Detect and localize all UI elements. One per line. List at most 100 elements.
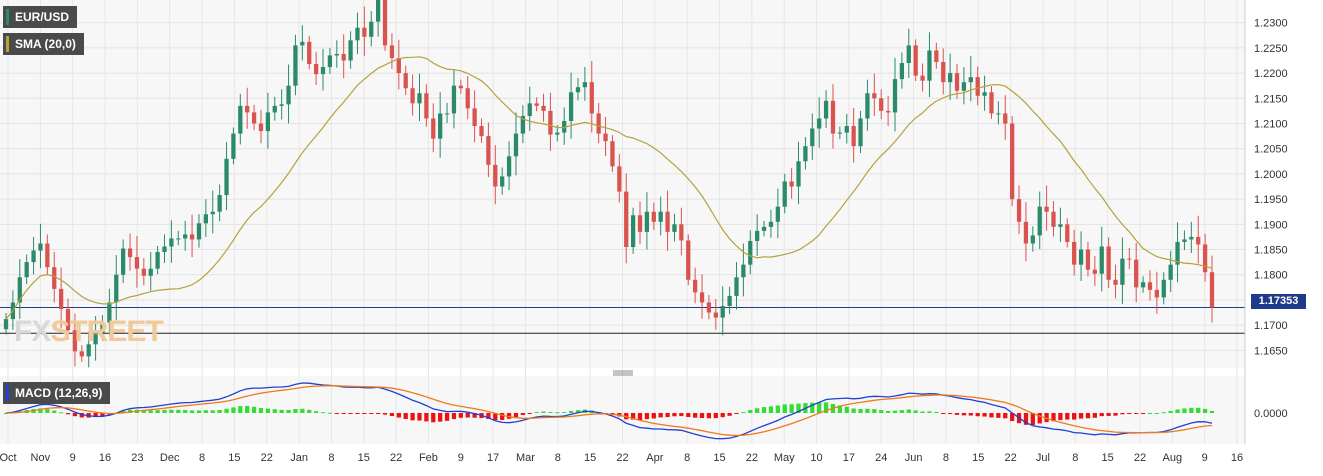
candle-body — [93, 334, 98, 345]
candle-body — [382, 0, 388, 46]
candle-body — [431, 118, 436, 139]
candle-body — [45, 243, 50, 268]
candle-body — [183, 234, 188, 239]
macd-histogram-bar — [58, 412, 64, 414]
macd-histogram-bar — [1051, 413, 1056, 422]
macd-histogram-bar — [465, 413, 470, 418]
candle-body — [86, 344, 91, 357]
current-price-badge: 1.17353 — [1251, 294, 1306, 309]
macd-label: MACD (12,26,9) — [15, 386, 103, 400]
macd-histogram-bar — [293, 409, 298, 413]
candle-body — [699, 292, 705, 303]
macd-legend[interactable]: MACD (12,26,9) — [3, 382, 111, 404]
candle-body — [982, 92, 987, 96]
candle-body — [417, 93, 422, 104]
candle-body — [596, 113, 601, 134]
macd-histogram-bar — [1127, 413, 1132, 414]
candle-body — [906, 45, 911, 64]
macd-histogram-bar — [768, 406, 774, 413]
candle-body — [589, 82, 594, 114]
candle-body — [865, 93, 870, 119]
candle-body — [1140, 282, 1146, 288]
macd-histogram-bar — [38, 408, 43, 413]
price-tick-label: 1.2200 — [1254, 68, 1288, 80]
macd-histogram-bar — [203, 410, 208, 413]
macd-histogram-bar — [396, 413, 401, 418]
time-tick-label: 8 — [555, 452, 561, 464]
time-tick-label: 17 — [843, 452, 855, 464]
time-axis: Oct Nov 9 16 23 Dec 8 15 22 Jan 8 15 22 Feb 9 17 Mar 8 15 2… — [0, 452, 1243, 464]
macd-histogram-bar — [272, 409, 277, 413]
macd-histogram-bar — [1106, 413, 1111, 416]
pane-resize-handle[interactable] — [613, 370, 633, 376]
candle-body — [17, 277, 22, 303]
candle-body — [438, 113, 443, 139]
candle-body — [562, 120, 567, 133]
candle-body — [885, 110, 891, 113]
macd-histogram-bar — [1092, 413, 1097, 418]
candle-body — [617, 166, 622, 192]
candle-body — [1016, 199, 1022, 222]
candle-body — [975, 77, 980, 96]
macd-histogram-bar — [1182, 408, 1187, 413]
macd-histogram-bar — [1209, 410, 1215, 413]
macd-histogram-bar — [1175, 409, 1180, 413]
candle-body — [775, 206, 780, 222]
candle-body — [630, 215, 636, 248]
macd-histogram-bar — [872, 409, 877, 413]
candle-body — [665, 211, 670, 232]
macd-histogram-bar — [548, 412, 553, 414]
candle-body — [582, 82, 588, 88]
macd-histogram-bar — [196, 410, 202, 413]
time-tick-label: 15 — [713, 452, 725, 464]
macd-histogram-bar — [1202, 408, 1208, 413]
candle-body — [362, 27, 367, 37]
time-tick-label: 22 — [746, 452, 758, 464]
macd-histogram-bar — [52, 410, 57, 413]
candle-body — [851, 126, 856, 147]
candle-body — [389, 45, 395, 58]
candle-body — [1154, 289, 1160, 298]
sma-legend[interactable]: SMA (20,0) — [3, 33, 84, 55]
macd-histogram-bar — [1023, 413, 1029, 425]
candle-body — [107, 302, 112, 323]
macd-histogram-bar — [823, 402, 829, 413]
candle-body — [286, 85, 291, 105]
macd-histogram-bar — [245, 405, 250, 413]
macd-histogram-bar — [651, 413, 656, 419]
candle-body — [1051, 211, 1056, 227]
macd-histogram-bar — [320, 412, 326, 414]
macd-histogram-bar — [892, 410, 898, 413]
macd-histogram-bar — [996, 413, 1001, 418]
candle-body — [644, 211, 650, 232]
candle-body — [210, 211, 215, 215]
fxstreet-watermark: FXSTREET — [14, 315, 164, 348]
price-tick-label: 1.1650 — [1254, 345, 1288, 357]
candle-body — [1044, 206, 1049, 212]
macd-histogram-bar — [885, 410, 891, 413]
macd-histogram-bar — [438, 413, 443, 422]
candle-body — [348, 40, 353, 61]
price-tick-label: 1.1700 — [1254, 320, 1288, 332]
time-tick-label: Oct — [0, 452, 17, 464]
candle-body — [1023, 221, 1029, 244]
candle-body — [803, 146, 808, 162]
macd-histogram-bar — [851, 408, 856, 413]
price-axis: 1.2300 1.2250 1.2200 1.2150 1.2100 1.2050 1.20… — [1254, 18, 1288, 358]
candle-body — [1078, 249, 1084, 265]
candle-body — [1030, 235, 1035, 244]
candle-body — [238, 105, 243, 134]
candle-body — [934, 50, 939, 63]
time-tick-label: Aug — [1163, 452, 1183, 464]
price-tick-label: 1.2000 — [1254, 169, 1288, 181]
macd-histogram-bar — [568, 410, 574, 413]
macd-histogram-bar — [1044, 413, 1049, 423]
macd-histogram-bar — [1134, 413, 1139, 414]
price-tick-label: 1.1800 — [1254, 270, 1288, 282]
candle-body — [114, 274, 119, 303]
symbol-legend[interactable]: EUR/USD — [3, 6, 78, 28]
macd-histogram-bar — [727, 413, 732, 416]
time-tick-label: Jul — [1036, 452, 1050, 464]
macd-histogram-bar — [837, 405, 842, 413]
candle-body — [444, 113, 450, 115]
